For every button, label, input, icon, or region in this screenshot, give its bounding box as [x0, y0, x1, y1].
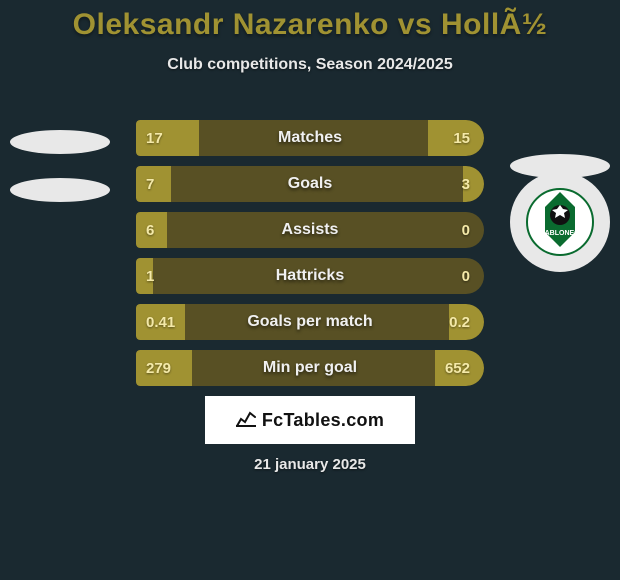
avatar-placeholder-icon	[10, 130, 110, 154]
chart-icon	[236, 409, 256, 432]
stat-row: 10Hattricks	[136, 258, 484, 294]
page-title: Oleksandr Nazarenko vs HollÃ½	[0, 0, 620, 42]
stats-panel: 1715Matches 73Goals 60Assists 10Hattricks 0.…	[136, 120, 484, 386]
subtitle: Club competitions, Season 2024/2025	[0, 56, 620, 74]
stat-label: Goals	[136, 166, 484, 202]
avatar-placeholder-icon	[10, 178, 110, 202]
brand-badge: FcTables.com	[205, 396, 415, 444]
date-label: 21 january 2025	[0, 456, 620, 473]
stat-row: 73Goals	[136, 166, 484, 202]
stat-row: 0.410.2Goals per match	[136, 304, 484, 340]
stat-row: 1715Matches	[136, 120, 484, 156]
team-crest-icon: JABLONEC	[525, 187, 595, 257]
brand-text: FcTables.com	[262, 410, 384, 431]
stat-label: Min per goal	[136, 350, 484, 386]
team-right-badge: JABLONEC	[510, 172, 610, 272]
svg-text:JABLONEC: JABLONEC	[541, 230, 580, 237]
stat-label: Assists	[136, 212, 484, 248]
stat-label: Hattricks	[136, 258, 484, 294]
stat-label: Goals per match	[136, 304, 484, 340]
stat-row: 279652Min per goal	[136, 350, 484, 386]
stat-row: 60Assists	[136, 212, 484, 248]
player-left-avatar	[10, 116, 110, 216]
stat-label: Matches	[136, 120, 484, 156]
